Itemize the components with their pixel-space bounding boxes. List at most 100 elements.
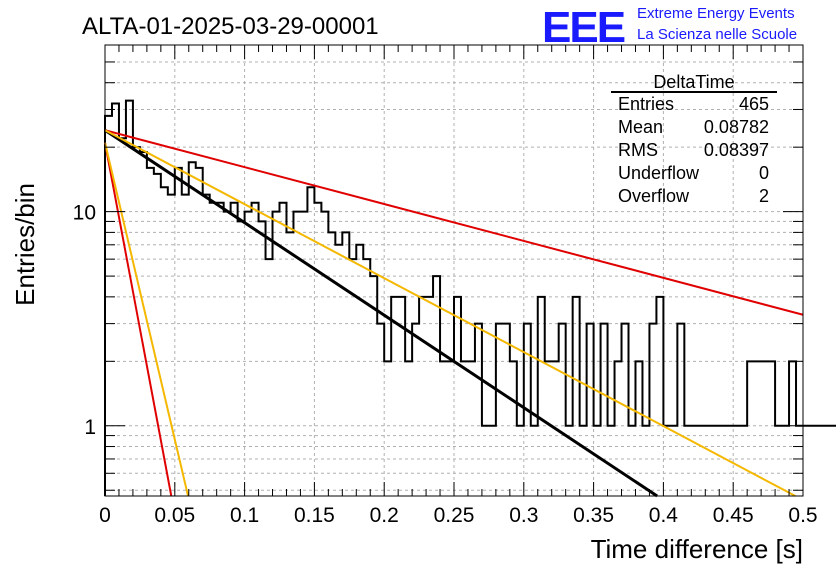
histogram-bin	[384, 361, 391, 496]
histogram-bin	[300, 212, 307, 496]
histogram-bin	[433, 276, 440, 496]
axes-frame	[104, 44, 804, 497]
histogram-bin	[733, 426, 740, 496]
stats-title: DeltaTime	[653, 72, 734, 92]
histogram-bin	[803, 426, 810, 496]
histogram-bin	[635, 361, 642, 496]
histogram-bin	[531, 426, 538, 496]
histogram-bin	[761, 361, 768, 496]
histogram-bin	[698, 426, 705, 496]
histogram-bin	[419, 297, 426, 496]
histogram-bin	[266, 259, 273, 496]
stats-row-value: 465	[739, 94, 769, 114]
x-tick-label: 0.25	[434, 504, 475, 527]
histogram-bin	[447, 361, 454, 496]
tick-labels: 0 0.05 0.1 0.15 0.2 0.25 0.3 0.35 0.4 0.45 0.5 1 10	[73, 202, 818, 527]
histogram-bin	[440, 361, 447, 496]
histogram-bin	[824, 426, 831, 496]
x-tick-label: 0.35	[573, 504, 614, 527]
histogram-bin	[489, 426, 496, 496]
histogram-bin	[224, 212, 231, 496]
eee-logo-mark: EEE	[542, 3, 625, 52]
histogram-bin	[831, 426, 836, 496]
histogram-bin	[482, 426, 489, 496]
histogram-bin	[405, 361, 412, 496]
histogram-bin	[112, 103, 119, 496]
histogram-bin	[461, 361, 468, 496]
x-tick-label: 0.1	[230, 504, 259, 527]
reference-line-orange-4	[104, 142, 190, 497]
histogram-bin	[712, 426, 719, 496]
histogram-bin	[503, 324, 510, 496]
histogram-bin	[259, 221, 266, 496]
histogram-bin	[189, 162, 196, 496]
fit-lines	[104, 128, 804, 498]
histogram-bin	[426, 297, 433, 496]
stats-row-value: 2	[759, 186, 769, 206]
histogram-bin	[615, 361, 622, 496]
stats-row-value: 0.08782	[704, 117, 769, 137]
histogram-bin	[238, 221, 245, 496]
histogram-bin	[670, 426, 677, 496]
reference-line-orange-2	[104, 129, 796, 497]
run-title: ALTA-01-2025-03-29-00001	[82, 13, 379, 40]
exponential-fit-line	[104, 128, 658, 498]
histogram-bin	[154, 174, 161, 496]
histogram-bin	[782, 426, 789, 496]
stats-row-label: RMS	[618, 140, 658, 160]
histogram-bin	[629, 426, 636, 496]
y-tick-label: 1	[84, 416, 96, 439]
histogram-bin	[168, 195, 175, 496]
stats-row-label: Mean	[618, 117, 663, 137]
x-tick-label: 0.15	[294, 504, 335, 527]
eee-logo-line2: La Scienza nelle Scuole	[637, 26, 797, 43]
histogram-bin	[454, 297, 461, 496]
histogram-bin	[747, 361, 754, 496]
histogram-bin	[796, 426, 803, 496]
reference-line-red-3	[104, 142, 173, 497]
histogram-bin	[580, 426, 587, 496]
histogram-bin	[656, 297, 663, 496]
eee-logo-line1: Extreme Energy Events	[637, 5, 795, 22]
histogram-bin	[649, 324, 656, 496]
histogram-bin	[140, 152, 147, 496]
histogram-bin	[768, 361, 775, 496]
x-tick-label: 0.5	[788, 504, 817, 527]
histogram-bin	[363, 259, 370, 496]
x-tick-label: 0.4	[649, 504, 679, 527]
histogram-bin	[182, 195, 189, 496]
histogram-bin	[412, 324, 419, 496]
y-axis-label: Entries/bin	[10, 183, 40, 306]
histogram-bin	[273, 212, 280, 496]
histogram-bin	[496, 324, 503, 496]
stats-row-label: Overflow	[618, 186, 690, 206]
histogram-bin	[391, 297, 398, 496]
histogram-bin	[328, 232, 335, 496]
histogram-bin	[314, 203, 321, 496]
histogram-bin	[231, 203, 238, 496]
x-tick-label: 0.2	[370, 504, 399, 527]
reference-line-red-1	[104, 129, 804, 316]
histogram-bin	[286, 232, 293, 496]
histogram-bin	[126, 101, 133, 496]
y-tick-label: 10	[73, 202, 96, 225]
x-tick-label: 0	[99, 504, 111, 527]
histogram-bin	[356, 245, 363, 496]
stats-row-value: 0	[759, 163, 769, 183]
histogram-bin	[559, 324, 566, 496]
histogram-bin	[196, 168, 203, 496]
x-axis-label: Time difference [s]	[591, 534, 803, 564]
histogram-bin	[245, 212, 252, 496]
histogram-series	[104, 99, 836, 496]
histogram-bin	[587, 324, 594, 496]
x-tick-label: 0.45	[713, 504, 754, 527]
histogram-outline	[104, 99, 836, 496]
histogram-bin	[538, 297, 545, 496]
histogram-bin	[810, 426, 817, 496]
histogram-bin	[119, 138, 126, 496]
histogram-bin	[573, 297, 580, 496]
histogram-bin	[342, 232, 349, 496]
histogram-bin	[321, 212, 328, 496]
histogram-bin	[677, 324, 684, 496]
